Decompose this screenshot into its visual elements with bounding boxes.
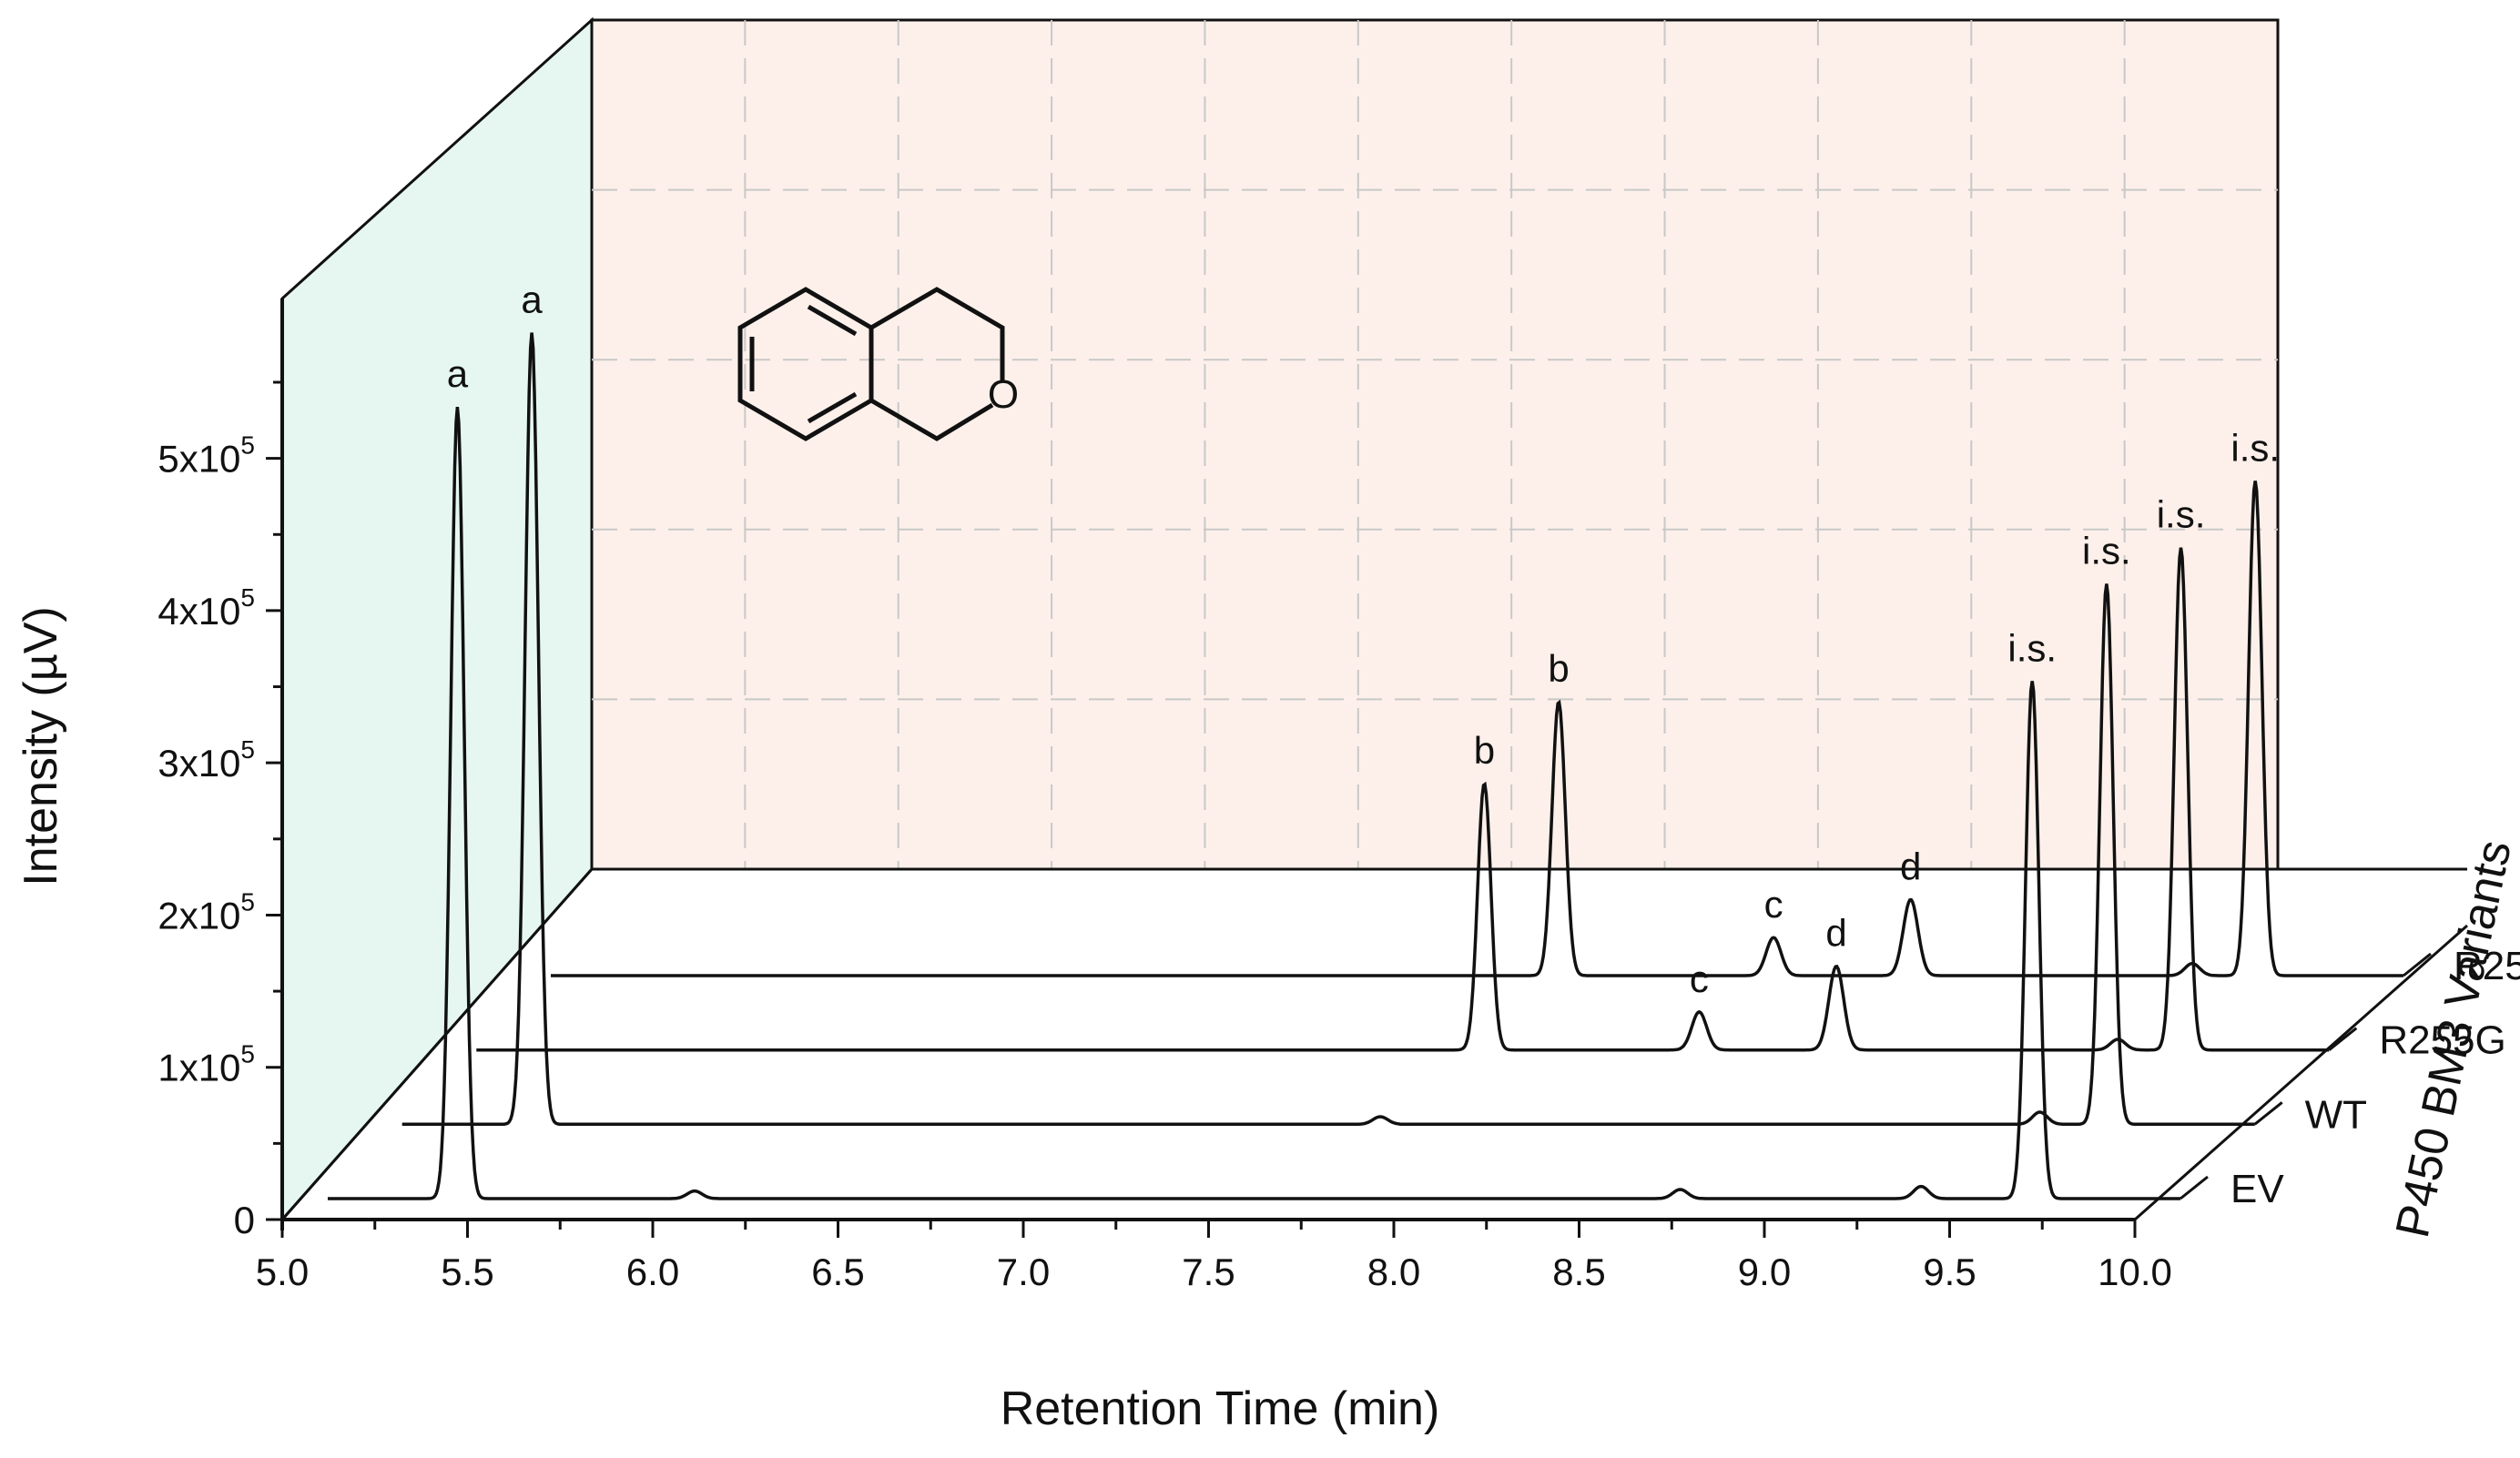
y-tick-label: 4x105	[158, 583, 255, 633]
series-tick	[2253, 1101, 2283, 1126]
peak-label: b	[1548, 647, 1569, 690]
x-tick-label: 6.0	[626, 1250, 679, 1293]
y-tick-label: 0	[234, 1199, 255, 1241]
peak-label: i.s.	[2082, 530, 2131, 572]
series-label-wt: WT	[2305, 1092, 2367, 1137]
trace-r255l	[551, 481, 2403, 977]
x-tick-label: 7.0	[997, 1250, 1050, 1293]
peak-label: i.s.	[2007, 626, 2057, 669]
pyran-ring	[869, 287, 1005, 382]
series-tick	[2180, 1175, 2209, 1200]
x-tick-label: 9.5	[1923, 1250, 1976, 1293]
depth-axis-line	[2134, 924, 2468, 1221]
y-tick-label: 3x105	[158, 735, 255, 785]
peak-label: d	[1825, 912, 1846, 955]
y-axis-title: Intensity (µV)	[15, 606, 67, 886]
y-tick-label: 5x105	[158, 431, 255, 481]
series-tick	[2403, 952, 2432, 977]
peak-label: d	[1900, 845, 1921, 887]
x-tick-label: 5.5	[441, 1250, 493, 1293]
axes: 5.0 5.5 6.0 6.5 7.0 7.5 8.0 8.5 9.0 9.5 10.0 0 1x105…	[158, 299, 2468, 1293]
peak-label: i.s.	[2157, 493, 2206, 536]
chromatogram-traces	[328, 332, 2432, 1200]
peak-label: a	[521, 278, 543, 321]
peak-label: i.s.	[2230, 426, 2280, 469]
series-label-ev: EV	[2230, 1167, 2284, 1211]
x-axis-title: Retention Time (min)	[1001, 1382, 1440, 1435]
x-tick-label: 5.0	[256, 1250, 309, 1293]
peak-label: a	[447, 352, 469, 395]
series-tick	[2328, 1027, 2358, 1051]
oxygen-atom-label: O	[988, 372, 1019, 417]
floor-left-edge	[280, 868, 594, 1220]
y-tick-label: 2x105	[158, 887, 255, 937]
x-tick-label: 8.5	[1552, 1250, 1605, 1293]
x-tick-label: 6.5	[811, 1250, 864, 1293]
series-label-r255l: R255L	[2454, 944, 2520, 988]
x-tick-label: 10.0	[2098, 1250, 2172, 1293]
x-tick-label: 7.5	[1182, 1250, 1235, 1293]
trace-ev	[328, 407, 2180, 1200]
isochroman-structure	[737, 287, 1005, 441]
x-tick-label: 9.0	[1738, 1250, 1791, 1293]
trace-r255g	[476, 547, 2330, 1052]
peak-label: b	[1474, 729, 1495, 772]
peak-label: c	[1690, 957, 1709, 1000]
back-wall	[590, 18, 2280, 871]
trace-wt	[401, 332, 2255, 1127]
y-tick-label: 1x105	[158, 1040, 255, 1089]
series-labels: EV WT R255G R255L	[2230, 944, 2520, 1211]
series-label-r255g: R255G	[2379, 1018, 2505, 1063]
peak-label: c	[1764, 883, 1783, 926]
x-tick-label: 8.0	[1367, 1250, 1420, 1293]
